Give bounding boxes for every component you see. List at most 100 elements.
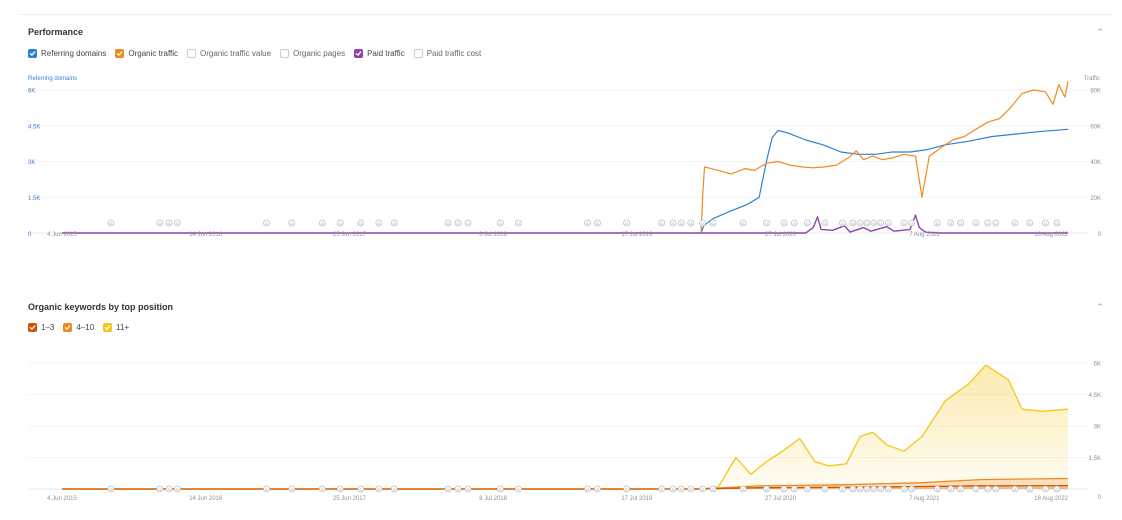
annotation-marker-icon[interactable] (444, 485, 452, 493)
annotation-marker-icon[interactable] (984, 485, 992, 493)
annotation-marker-icon[interactable] (856, 485, 864, 493)
annotation-marker-icon[interactable] (947, 219, 955, 227)
annotation-marker-icon[interactable] (165, 485, 173, 493)
annotation-marker-icon[interactable] (1011, 219, 1019, 227)
checkbox-icon[interactable] (103, 323, 113, 332)
annotation-marker-icon[interactable] (739, 219, 747, 227)
annotation-marker-icon[interactable] (992, 485, 1000, 493)
annotation-marker-icon[interactable] (318, 485, 326, 493)
annotation-marker-icon[interactable] (390, 219, 398, 227)
performance-legend-referring-domains[interactable]: Referring domains (28, 49, 106, 58)
annotation-marker-icon[interactable] (336, 485, 344, 493)
annotation-marker-icon[interactable] (464, 485, 472, 493)
annotation-marker-icon[interactable] (318, 219, 326, 227)
annotation-marker-icon[interactable] (957, 219, 964, 227)
keywords-legend-11[interactable]: 11+ (103, 323, 129, 332)
annotation-marker-icon[interactable] (444, 219, 452, 227)
annotation-marker-icon[interactable] (174, 219, 181, 227)
annotation-marker-icon[interactable] (584, 485, 591, 493)
annotation-marker-icon[interactable] (821, 219, 829, 227)
checkbox-icon[interactable] (280, 49, 290, 58)
annotation-marker-icon[interactable] (709, 485, 717, 493)
annotation-marker-icon[interactable] (1026, 485, 1034, 493)
annotation-marker-icon[interactable] (699, 485, 706, 493)
annotation-marker-icon[interactable] (514, 485, 522, 493)
annotation-marker-icon[interactable] (165, 219, 173, 227)
annotation-marker-icon[interactable] (357, 219, 365, 227)
performance-legend-organic-traffic[interactable]: Organic traffic (115, 49, 178, 58)
annotation-marker-icon[interactable] (263, 485, 270, 493)
collapse-performance-icon[interactable]: ⌃ (1096, 27, 1104, 37)
annotation-marker-icon[interactable] (687, 485, 695, 493)
annotation-marker-icon[interactable] (763, 485, 770, 493)
annotation-marker-icon[interactable] (1026, 219, 1034, 227)
annotation-marker-icon[interactable] (107, 485, 115, 493)
performance-legend-organic-traffic-value[interactable]: Organic traffic value (187, 49, 271, 58)
checkbox-icon[interactable] (413, 49, 423, 58)
annotation-marker-icon[interactable] (908, 485, 916, 493)
annotation-marker-icon[interactable] (584, 219, 591, 227)
annotation-marker-icon[interactable] (900, 485, 908, 493)
checkbox-icon[interactable] (28, 49, 37, 58)
annotation-marker-icon[interactable] (947, 485, 955, 493)
annotation-marker-icon[interactable] (839, 485, 846, 493)
annotation-marker-icon[interactable] (156, 485, 164, 493)
performance-legend-paid-traffic[interactable]: Paid traffic (354, 49, 405, 58)
annotation-marker-icon[interactable] (357, 485, 365, 493)
checkbox-icon[interactable] (187, 49, 197, 58)
annotation-marker-icon[interactable] (870, 485, 878, 493)
annotation-marker-icon[interactable] (658, 485, 666, 493)
performance-legend-organic-pages[interactable]: Organic pages (280, 49, 345, 58)
annotation-marker-icon[interactable] (687, 219, 695, 227)
annotation-marker-icon[interactable] (336, 219, 344, 227)
checkbox-icon[interactable] (115, 49, 125, 58)
annotation-marker-icon[interactable] (107, 219, 115, 227)
annotation-marker-icon[interactable] (863, 219, 871, 227)
annotation-marker-icon[interactable] (709, 219, 717, 227)
annotation-marker-icon[interactable] (156, 219, 164, 227)
collapse-keywords-icon[interactable]: ⌃ (1096, 302, 1104, 312)
annotation-marker-icon[interactable] (454, 219, 462, 227)
annotation-marker-icon[interactable] (288, 219, 296, 227)
checkbox-icon[interactable] (354, 49, 364, 58)
annotation-marker-icon[interactable] (497, 219, 504, 227)
annotation-marker-icon[interactable] (1042, 485, 1049, 493)
annotation-marker-icon[interactable] (1053, 219, 1061, 227)
annotation-marker-icon[interactable] (763, 219, 770, 227)
annotation-marker-icon[interactable] (594, 485, 601, 493)
annotation-marker-icon[interactable] (390, 485, 398, 493)
annotation-marker-icon[interactable] (900, 219, 908, 227)
annotation-marker-icon[interactable] (454, 485, 462, 493)
annotation-marker-icon[interactable] (780, 219, 788, 227)
annotation-marker-icon[interactable] (623, 219, 630, 227)
annotation-marker-icon[interactable] (375, 485, 383, 493)
annotation-marker-icon[interactable] (803, 485, 811, 493)
annotation-marker-icon[interactable] (972, 485, 980, 493)
annotation-marker-icon[interactable] (992, 219, 1000, 227)
annotation-marker-icon[interactable] (514, 219, 522, 227)
keywords-legend-1-3[interactable]: 1–3 (28, 323, 54, 332)
annotation-marker-icon[interactable] (1053, 485, 1061, 493)
annotation-marker-icon[interactable] (884, 485, 892, 493)
annotation-marker-icon[interactable] (884, 219, 892, 227)
annotation-marker-icon[interactable] (803, 219, 811, 227)
annotation-marker-icon[interactable] (984, 219, 992, 227)
annotation-marker-icon[interactable] (839, 219, 846, 227)
annotation-marker-icon[interactable] (849, 219, 857, 227)
annotation-marker-icon[interactable] (375, 219, 383, 227)
annotation-marker-icon[interactable] (623, 485, 630, 493)
annotation-marker-icon[interactable] (790, 485, 798, 493)
annotation-marker-icon[interactable] (972, 219, 980, 227)
checkbox-icon[interactable] (28, 323, 37, 332)
annotation-marker-icon[interactable] (174, 485, 181, 493)
annotation-marker-icon[interactable] (933, 485, 941, 493)
performance-legend-paid-traffic-cost[interactable]: Paid traffic cost (413, 49, 481, 58)
keywords-legend-4-10[interactable]: 4–10 (63, 323, 94, 332)
annotation-marker-icon[interactable] (908, 219, 916, 227)
annotation-marker-icon[interactable] (933, 219, 941, 227)
annotation-marker-icon[interactable] (856, 219, 864, 227)
annotation-marker-icon[interactable] (870, 219, 878, 227)
annotation-marker-icon[interactable] (821, 485, 829, 493)
annotation-marker-icon[interactable] (877, 219, 885, 227)
annotation-marker-icon[interactable] (594, 219, 601, 227)
